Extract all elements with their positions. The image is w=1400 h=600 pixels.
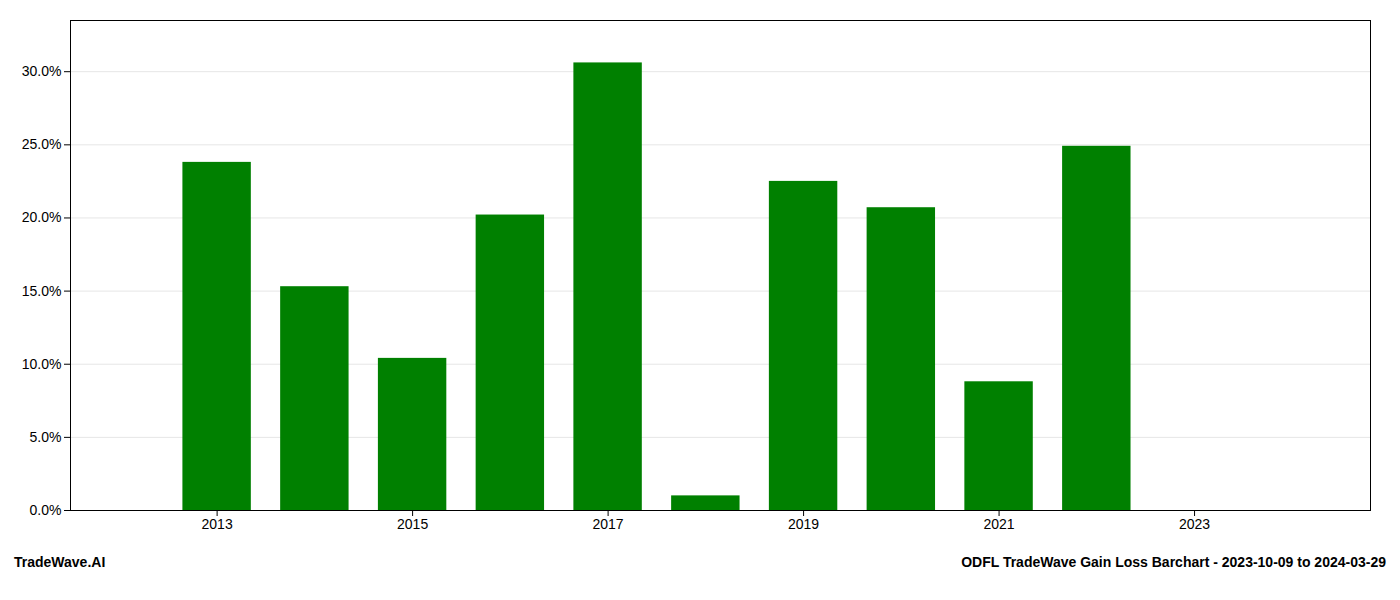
svg-text:2017: 2017 <box>593 516 624 532</box>
svg-text:2015: 2015 <box>397 516 428 532</box>
svg-text:10.0%: 10.0% <box>22 356 62 372</box>
svg-text:20.0%: 20.0% <box>22 209 62 225</box>
svg-text:5.0%: 5.0% <box>30 429 62 445</box>
html-text:TradeWave.AI: TradeWave.AI <box>14 554 106 570</box>
svg-text:0.0%: 0.0% <box>30 502 62 518</box>
svg-text:30.0%: 30.0% <box>22 63 62 79</box>
svg-text:2023: 2023 <box>1179 516 1210 532</box>
html-text:ODFL TradeWave Gain Loss Barch: ODFL TradeWave Gain Loss Barchart - 2023… <box>961 554 1386 570</box>
svg-text:2021: 2021 <box>983 516 1014 532</box>
svg-text:2019: 2019 <box>788 516 819 532</box>
svg-text:15.0%: 15.0% <box>22 283 62 299</box>
svg-text:25.0%: 25.0% <box>22 136 62 152</box>
svg-text:2013: 2013 <box>202 516 233 532</box>
